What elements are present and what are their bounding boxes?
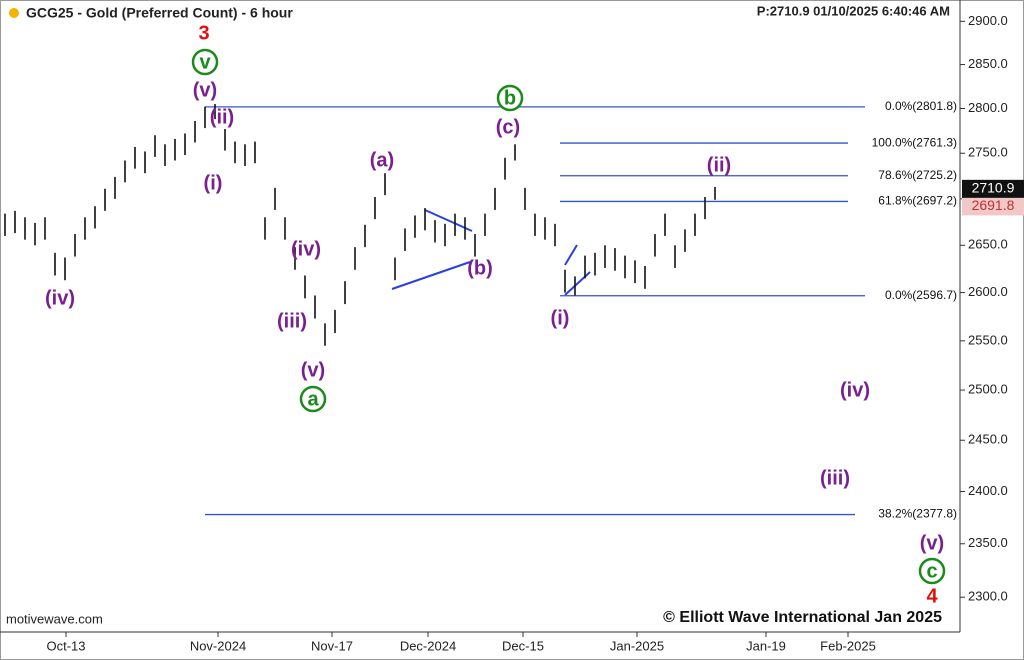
wave-circle: [191, 48, 219, 76]
y-tick-label: 2650.0: [968, 237, 1008, 252]
price-box-label: 2710.9: [972, 180, 1015, 196]
fib-level-label: 78.6%(2725.2): [878, 168, 957, 182]
wave-label: (iii): [820, 467, 850, 489]
fib-level-label: 0.0%(2596.7): [885, 288, 957, 302]
wave-label: 4: [926, 585, 938, 607]
wave-label: (i): [204, 172, 223, 194]
price-box-label: 2691.8: [972, 197, 1015, 213]
trendline: [564, 271, 591, 296]
fib-level-label: 0.0%(2801.8): [885, 99, 957, 113]
x-tick-label: Nov-17: [311, 638, 353, 653]
x-tick-label: Jan-2025: [610, 638, 664, 653]
trendline: [391, 261, 471, 290]
y-tick-label: 2900.0: [968, 13, 1008, 28]
trendline: [564, 244, 578, 266]
wave-label: (iv): [291, 238, 321, 260]
chart-title: GCG25 - Gold (Preferred Count) - 6 hour: [26, 5, 293, 21]
wave-circle: [299, 385, 327, 413]
y-tick-label: 2800.0: [968, 100, 1008, 115]
trendline: [424, 209, 473, 232]
wave-label: (iv): [840, 379, 870, 401]
y-tick-label: 2450.0: [968, 432, 1008, 447]
fib-level-label: 100.0%(2761.3): [872, 135, 957, 149]
x-tick-label: Nov-2024: [190, 638, 246, 653]
wave-label: b: [504, 87, 516, 109]
wave-circle: [918, 557, 946, 585]
wave-label: (iii): [277, 310, 307, 332]
triangle-lines: [391, 209, 591, 296]
copyright-text: © Elliott Wave International Jan 2025: [663, 609, 942, 626]
wave-label: (v): [301, 359, 325, 381]
price-header: P:2710.9 01/10/2025 6:40:46 AM: [757, 3, 950, 18]
wave-label: (ii): [707, 154, 731, 176]
y-tick-label: 2850.0: [968, 56, 1008, 71]
x-tick-label: Jan-19: [746, 638, 786, 653]
fib-level-label: 61.8%(2697.2): [878, 194, 957, 208]
y-tick-label: 2500.0: [968, 381, 1008, 396]
x-tick-label: Oct-13: [46, 638, 85, 653]
y-tick-label: 2300.0: [968, 589, 1008, 604]
y-tick-label: 2600.0: [968, 284, 1008, 299]
y-tick-label: 2400.0: [968, 483, 1008, 498]
wave-label: (v): [920, 532, 944, 554]
wave-label: (v): [193, 79, 217, 101]
wave-label: (i): [551, 307, 570, 329]
x-tick-label: Dec-15: [502, 638, 544, 653]
source-text: motivewave.com: [6, 611, 103, 626]
price-box: [962, 197, 1024, 216]
y-tick-label: 2750.0: [968, 145, 1008, 160]
wave-circle: [496, 84, 524, 112]
status-dot: [9, 8, 19, 18]
wave-label: (b): [467, 257, 493, 279]
wave-label: (c): [496, 116, 520, 138]
wave-label: (iv): [45, 287, 75, 309]
x-tick-label: Dec-2024: [400, 638, 456, 653]
fib-level-label: 38.2%(2377.8): [878, 507, 957, 521]
wave-label: (ii): [210, 106, 234, 128]
wave-label: v: [199, 51, 211, 73]
wave-label: a: [307, 388, 319, 410]
wave-label: 3: [198, 22, 209, 44]
wave-label: c: [926, 560, 937, 582]
wave-label: (a): [370, 149, 394, 171]
y-tick-label: 2550.0: [968, 332, 1008, 347]
x-tick-label: Feb-2025: [820, 638, 876, 653]
price-box: [962, 179, 1024, 198]
y-tick-label: 2350.0: [968, 535, 1008, 550]
